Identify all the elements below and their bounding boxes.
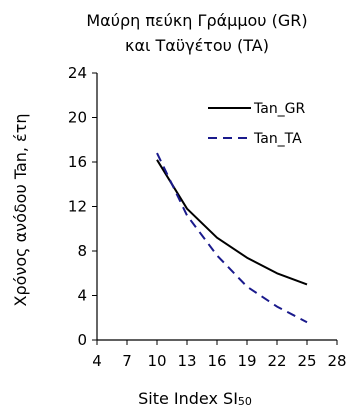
legend: Tan_GR Tan_TA [208, 101, 306, 147]
y-tick-label: 16 [68, 153, 87, 171]
legend-label-tan-ta: Tan_TA [253, 131, 302, 147]
y-axis-label: Χρόνος ανόδου Tan, έτη [11, 114, 30, 307]
y-tick-label: 8 [77, 242, 87, 260]
y-tick-label: 0 [77, 331, 87, 349]
legend-label-tan-gr: Tan_GR [253, 101, 306, 117]
x-tick-label: 7 [122, 352, 132, 370]
x-tick-label: 22 [267, 352, 286, 370]
chart-title-line1: Μαύρη πεύκη Γράμμου (GR) [86, 11, 307, 30]
y-tick-label: 20 [68, 109, 87, 127]
x-axis-label: Site Index SI50 [138, 389, 252, 408]
y-tick-label: 12 [68, 198, 87, 216]
x-tick-label: 19 [237, 352, 256, 370]
series-lines [156, 152, 308, 324]
chart-title-line2: και Ταϋγέτου (TA) [125, 36, 269, 55]
y-tick-label: 4 [77, 287, 87, 305]
x-tick-label: 28 [327, 352, 346, 370]
x-tick-label: 13 [177, 352, 196, 370]
series-line-tan-gr [156, 159, 308, 286]
x-tick-label: 4 [92, 352, 102, 370]
x-tick-label: 25 [297, 352, 316, 370]
series-line-tan-ta [156, 152, 308, 324]
x-axis-label-subscript: 50 [238, 395, 252, 408]
x-ticks: 4 7 10 13 16 19 22 25 28 [92, 340, 347, 370]
x-tick-label: 16 [207, 352, 226, 370]
y-ticks: 0 4 8 12 16 20 24 [68, 64, 97, 349]
x-tick-label: 10 [147, 352, 166, 370]
y-tick-label: 24 [68, 64, 87, 82]
